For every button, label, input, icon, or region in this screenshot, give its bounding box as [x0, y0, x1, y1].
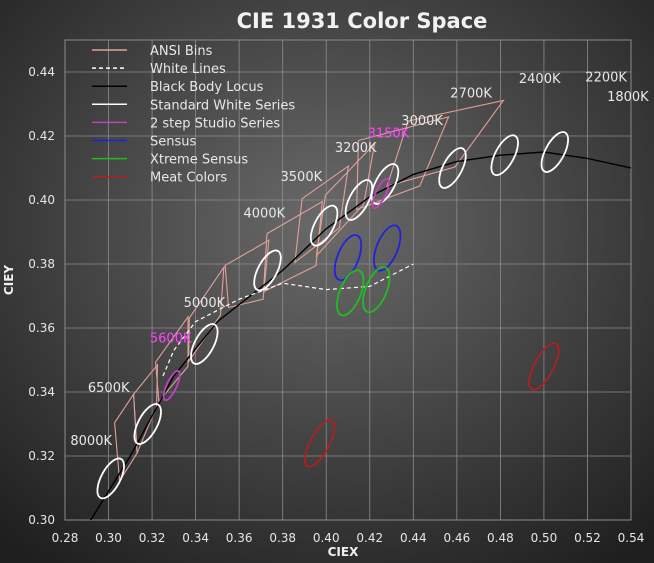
cct-label: 3200K: [335, 141, 377, 156]
x-tick-label: 0.46: [443, 531, 470, 545]
x-tick-label: 0.52: [574, 531, 601, 545]
cct-label: 3150K: [368, 127, 410, 142]
standard-white-ellipse: [309, 204, 339, 247]
standard-white-ellipse: [344, 179, 374, 221]
x-tick-label: 0.40: [313, 531, 340, 545]
x-tick-label: 0.54: [618, 531, 645, 545]
cct-label: 2700K: [450, 87, 492, 102]
x-tick-label: 0.34: [182, 531, 209, 545]
cct-label: 2400K: [519, 72, 561, 87]
standard-white-ellipse: [133, 403, 162, 445]
cct-label: 4000K: [244, 207, 286, 222]
legend-label: Xtreme Sensus: [150, 153, 248, 168]
x-tick-label: 0.32: [139, 531, 166, 545]
ansi-bin: [155, 315, 189, 403]
legend-label: 2 step Studio Series: [150, 116, 280, 131]
studio-series-ellipse: [162, 370, 181, 402]
x-tick-label: 0.44: [400, 531, 427, 545]
sensus-ellipse: [333, 234, 363, 282]
legend-label: Standard White Series: [150, 98, 295, 113]
ansi-bin: [188, 265, 225, 364]
standard-white-ellipse: [540, 131, 570, 173]
x-tick-label: 0.42: [356, 531, 383, 545]
x-axis-title: CIEX: [328, 545, 359, 559]
ansi-bin: [294, 164, 350, 264]
x-tick-label: 0.48: [487, 531, 514, 545]
sensus-ellipse: [373, 224, 402, 272]
ansi-bin: [224, 239, 270, 309]
cct-label: 3000K: [401, 114, 443, 129]
legend: ANSI Bins White Lines Black Body Locus Stan…: [92, 44, 295, 186]
legend-label: Black Body Locus: [150, 80, 264, 95]
legend-label: White Lines: [150, 62, 226, 77]
y-tick-label: 0.30: [28, 513, 55, 527]
meat-color-ellipse: [528, 342, 560, 391]
chart-title: CIE 1931 Color Space: [237, 9, 488, 33]
cct-label: 5000K: [184, 296, 226, 311]
x-tick-label: 0.36: [226, 531, 253, 545]
cct-label: 8000K: [70, 434, 112, 449]
cct-label: 3500K: [281, 170, 323, 185]
xtreme-sensus-ellipse: [336, 269, 365, 317]
legend-label: Sensus: [150, 135, 197, 150]
standard-white-ellipse: [253, 249, 282, 292]
y-tick-label: 0.38: [28, 257, 55, 271]
standard-white-ellipse: [190, 323, 219, 365]
standard-white-ellipse: [370, 163, 400, 205]
x-tick-label: 0.28: [52, 531, 79, 545]
y-tick-label: 0.40: [28, 193, 55, 207]
standard-white-ellipse: [490, 134, 519, 177]
legend-label: Meat Colors: [150, 171, 227, 186]
x-tick-label: 0.50: [531, 531, 558, 545]
studio-series-ellipse: [371, 178, 390, 210]
y-axis-title: CIEY: [2, 265, 16, 295]
plot-area: [89, 99, 631, 520]
y-tick-label: 0.36: [28, 321, 55, 335]
y-tick-label: 0.44: [28, 65, 55, 79]
cct-label: 1800K: [607, 90, 649, 105]
y-tick-label: 0.34: [28, 385, 55, 399]
cct-labels: 8000K 6500K 5600K 5000K 4000K 3500K 3200K3150K…: [70, 71, 649, 449]
y-tick-label: 0.42: [28, 129, 55, 143]
ansi-bin: [262, 200, 323, 293]
tick-labels: 0.28 0.30 0.32 0.34 0.36 0.38 0.40 0.42 0.44 0.46…: [28, 65, 644, 545]
cct-label: 5600K: [150, 331, 192, 346]
meat-color-ellipse: [303, 418, 336, 468]
y-tick-label: 0.32: [28, 449, 55, 463]
standard-white-ellipse: [438, 147, 467, 189]
x-tick-label: 0.38: [269, 531, 296, 545]
x-tick-label: 0.30: [95, 531, 122, 545]
legend-label: ANSI Bins: [150, 44, 213, 59]
xtreme-sensus-ellipse: [362, 266, 391, 314]
standard-white-ellipse: [96, 457, 125, 500]
cct-label: 2200K: [585, 71, 627, 86]
cct-label: 6500K: [88, 381, 130, 396]
